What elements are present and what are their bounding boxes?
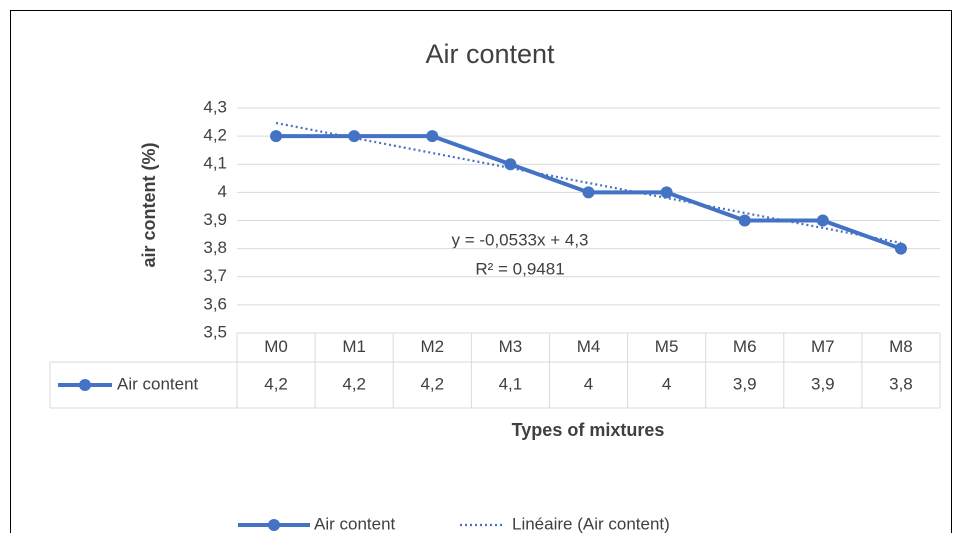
- y-tick-label: 3,8: [203, 238, 227, 257]
- trendline: [275, 121, 902, 244]
- x-tick-label: M8: [889, 337, 913, 356]
- y-tick-label: 3,5: [203, 322, 227, 341]
- series-marker: [660, 186, 673, 199]
- x-tick-label: M2: [420, 337, 444, 356]
- data-table-value: 3,9: [811, 374, 835, 393]
- series-marker: [348, 130, 361, 143]
- data-table-value: 4,1: [499, 374, 523, 393]
- data-table-value: 3,8: [889, 374, 913, 393]
- x-tick-label: M6: [733, 337, 757, 356]
- trendline-equation: y = -0,0533x + 4,3: [451, 230, 588, 249]
- y-tick-label: 3,7: [203, 266, 227, 285]
- data-table-value: 4,2: [420, 374, 444, 393]
- data-table-value: 4,2: [264, 374, 288, 393]
- y-tick-label: 4,3: [203, 97, 227, 116]
- table-row-header: Air content: [117, 374, 199, 393]
- x-tick-label: M0: [264, 337, 288, 356]
- series-marker: [504, 158, 517, 171]
- x-tick-label: M7: [811, 337, 835, 356]
- legend-label: Linéaire (Air content): [512, 514, 670, 533]
- trendline-r2: R² = 0,9481: [475, 259, 564, 278]
- chart-border: [10, 10, 952, 533]
- y-tick-label: 4,2: [203, 126, 227, 145]
- table-legend-marker: [79, 379, 91, 391]
- y-tick-label: 4,1: [203, 154, 227, 173]
- x-axis-title: Types of mixtures: [512, 420, 665, 440]
- x-tick-label: M3: [499, 337, 523, 356]
- y-axis-title: air content (%): [139, 142, 159, 267]
- series-marker: [270, 130, 283, 143]
- series-marker: [426, 130, 439, 143]
- y-tick-label: 4: [218, 182, 227, 201]
- x-tick-label: M5: [655, 337, 679, 356]
- y-tick-label: 3,9: [203, 210, 227, 229]
- legend-label: Air content: [314, 514, 396, 533]
- y-tick-label: 3,6: [203, 294, 227, 313]
- series-marker: [582, 186, 595, 199]
- series-marker: [894, 242, 907, 255]
- data-table-value: 4: [662, 374, 671, 393]
- chart-title: Air content: [425, 39, 555, 69]
- x-tick-label: M4: [577, 337, 601, 356]
- legend-marker: [268, 519, 280, 531]
- series-marker: [738, 214, 751, 227]
- data-table-value: 3,9: [733, 374, 757, 393]
- series-marker: [816, 214, 829, 227]
- x-tick-label: M1: [342, 337, 366, 356]
- data-table-value: 4,2: [342, 374, 366, 393]
- data-table-value: 4: [584, 374, 593, 393]
